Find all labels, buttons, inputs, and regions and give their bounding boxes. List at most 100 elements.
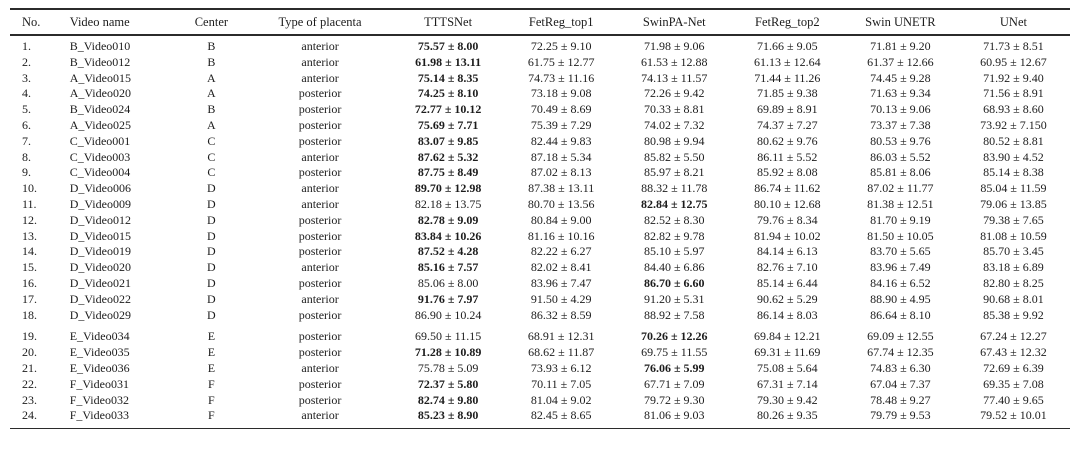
swin-unetr-score: 79.79 ± 9.53 [870,408,931,423]
placenta-type: anterior [301,181,339,196]
swinpa-net-score: 82.82 ± 9.78 [643,228,705,243]
center-code: D [207,260,216,275]
fetreg-top1-score: 82.44 ± 9.83 [530,133,592,148]
fetreg-top2-score: 74.37 ± 7.27 [757,117,818,132]
unet-score: 71.73 ± 8.51 [983,39,1044,53]
center-code: D [207,291,216,306]
fetreg-top1-score: 87.02 ± 8.13 [530,165,592,180]
swinpa-net-score: 72.26 ± 9.42 [643,86,705,101]
row-number: 13. [22,228,37,243]
placenta-type: anterior [301,39,339,53]
tttsnet-score: 86.90 ± 10.24 [414,307,482,322]
swin-unetr-score: 74.45 ± 9.28 [870,70,931,85]
fetreg-top1-score: 73.18 ± 9.08 [530,86,592,101]
results-table: No. Video name Center Type of placenta TTTSN… [10,8,1070,430]
fetreg-top1-score: 70.11 ± 7.05 [531,376,592,391]
fetreg-top1-score: 73.93 ± 6.12 [530,360,592,375]
swin-unetr-score: 80.53 ± 9.76 [870,133,931,148]
row-number: 14. [22,244,37,259]
video-name: B_Video024 [69,102,131,117]
swinpa-net-score: 70.26 ± 12.26 [640,329,708,344]
center-code: D [207,307,216,322]
fetreg-top2-score: 85.92 ± 8.08 [757,165,818,180]
tttsnet-score: 87.52 ± 4.28 [417,244,479,259]
fetreg-top2-score: 84.14 ± 6.13 [757,244,818,259]
swinpa-net-score: 74.13 ± 11.57 [641,70,708,85]
video-name: B_Video012 [69,54,131,69]
unet-score: 67.43 ± 12.32 [980,345,1047,360]
unet-score: 81.08 ± 10.59 [980,228,1047,243]
center-code: C [207,133,216,148]
tttsnet-score: 83.84 ± 10.26 [414,228,482,243]
swinpa-net-score: 61.53 ± 12.88 [640,54,708,69]
header-row: No. Video name Center Type of placenta TTTSN… [10,9,1070,36]
video-name: C_Video003 [69,149,131,164]
unet-score: 60.95 ± 12.67 [980,54,1047,69]
video-name: B_Video010 [69,39,131,53]
video-name: D_Video020 [69,260,131,275]
swin-unetr-score: 71.63 ± 9.34 [870,86,931,101]
fetreg-top2-score: 86.11 ± 5.52 [757,149,818,164]
swinpa-net-score: 82.84 ± 12.75 [640,196,708,211]
swinpa-net-score: 82.52 ± 8.30 [643,212,705,227]
column-header-video-name: Video name [57,9,175,36]
placenta-type: posterior [298,376,342,391]
tttsnet-score: 69.50 ± 11.15 [415,329,482,344]
fetreg-top2-score: 90.62 ± 5.29 [757,291,818,306]
placenta-type: anterior [301,149,339,164]
row-number: 19. [22,329,37,344]
placenta-type: anterior [301,70,339,85]
unet-score: 73.92 ± 7.150 [980,117,1047,132]
unet-score: 80.52 ± 8.81 [983,133,1044,148]
center-code: D [207,228,216,243]
video-name: D_Video022 [69,291,131,306]
fetreg-top2-score: 61.13 ± 12.64 [754,54,821,69]
swinpa-net-score: 70.33 ± 8.81 [643,102,705,117]
fetreg-top1-score: 81.16 ± 10.16 [527,228,595,243]
unet-score: 83.90 ± 4.52 [983,149,1044,164]
row-number: 17. [22,291,37,306]
tttsnet-score: 61.98 ± 13.11 [415,54,482,69]
column-header-swin-unetr-score: Swin UNETR [843,9,957,36]
swin-unetr-score: 81.50 ± 10.05 [867,228,934,243]
fetreg-top2-score: 67.31 ± 7.14 [757,376,818,391]
swinpa-net-score: 74.02 ± 7.32 [643,117,705,132]
fetreg-top2-score: 80.26 ± 9.35 [757,408,818,423]
tttsnet-score: 72.77 ± 10.12 [414,102,482,117]
fetreg-top1-score: 82.22 ± 6.27 [530,244,592,259]
fetreg-top1-score: 81.04 ± 9.02 [530,392,592,407]
swinpa-net-score: 88.32 ± 11.78 [641,181,708,196]
unet-score: 90.68 ± 8.01 [983,291,1044,306]
placenta-type: posterior [298,392,342,407]
center-code: A [207,117,216,132]
fetreg-top2-score: 75.08 ± 5.64 [757,360,818,375]
column-header-placenta-type: Type of placenta [248,9,392,36]
fetreg-top2-score: 71.66 ± 9.05 [757,39,818,53]
tttsnet-score: 82.74 ± 9.80 [417,392,479,407]
placenta-type: posterior [298,244,342,259]
swin-unetr-score: 88.90 ± 4.95 [870,291,931,306]
fetreg-top1-score: 87.18 ± 5.34 [530,149,592,164]
video-name: F_Video033 [69,408,129,423]
placenta-type: posterior [298,228,342,243]
tttsnet-score: 75.78 ± 5.09 [417,360,479,375]
swin-unetr-score: 84.16 ± 6.52 [870,275,931,290]
swin-unetr-score: 81.70 ± 9.19 [870,212,931,227]
tttsnet-score: 82.18 ± 13.75 [414,196,482,211]
column-header-center-code: Center [174,9,249,36]
fetreg-top2-score: 69.31 ± 11.69 [754,345,821,360]
placenta-type: anterior [301,54,339,69]
swin-unetr-score: 67.74 ± 12.35 [867,345,934,360]
center-code: D [207,212,216,227]
swin-unetr-score: 71.81 ± 9.20 [870,39,931,53]
center-code: C [207,165,216,180]
